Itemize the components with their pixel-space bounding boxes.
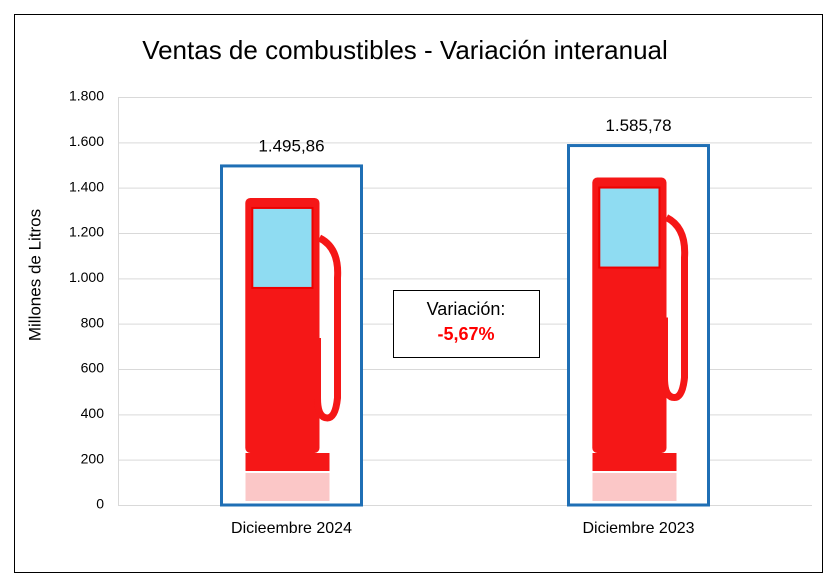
pump-base — [245, 453, 330, 471]
data-label: 1.585,78 — [605, 116, 671, 135]
y-tick-label: 400 — [81, 405, 105, 421]
y-tick-label: 1.600 — [69, 133, 104, 149]
pump-icon — [592, 177, 689, 501]
x-tick-label: Dicieembre 2024 — [231, 520, 352, 537]
annotation-value: -5,67% — [437, 324, 494, 344]
pump-reflection — [592, 473, 677, 501]
y-tick-label: 600 — [81, 360, 105, 376]
pump-reflection — [245, 473, 330, 501]
pump-base — [592, 453, 677, 471]
y-axis-label: Millones de Litros — [25, 209, 44, 341]
annotation-box — [393, 290, 540, 358]
pump-hose — [314, 234, 342, 422]
x-tick-label: Diciembre 2023 — [582, 520, 694, 537]
pump-icon — [245, 197, 342, 501]
y-tick-label: 1.400 — [69, 178, 104, 194]
data-label: 1.495,86 — [258, 136, 324, 155]
y-tick-label: 1.800 — [69, 88, 104, 104]
pump-screen — [598, 186, 661, 269]
chart-title: Ventas de combustibles - Variación inter… — [142, 35, 668, 65]
bars — [220, 144, 710, 507]
y-tick-label: 0 — [96, 496, 104, 512]
annotation-label: Variación: — [427, 299, 506, 319]
pump-hose — [661, 214, 689, 402]
y-tick-label: 1.200 — [69, 224, 104, 240]
y-tick-label: 200 — [81, 450, 105, 466]
y-tick-label: 1.000 — [69, 269, 104, 285]
pump-screen — [251, 206, 314, 289]
y-tick-label: 800 — [81, 314, 105, 330]
